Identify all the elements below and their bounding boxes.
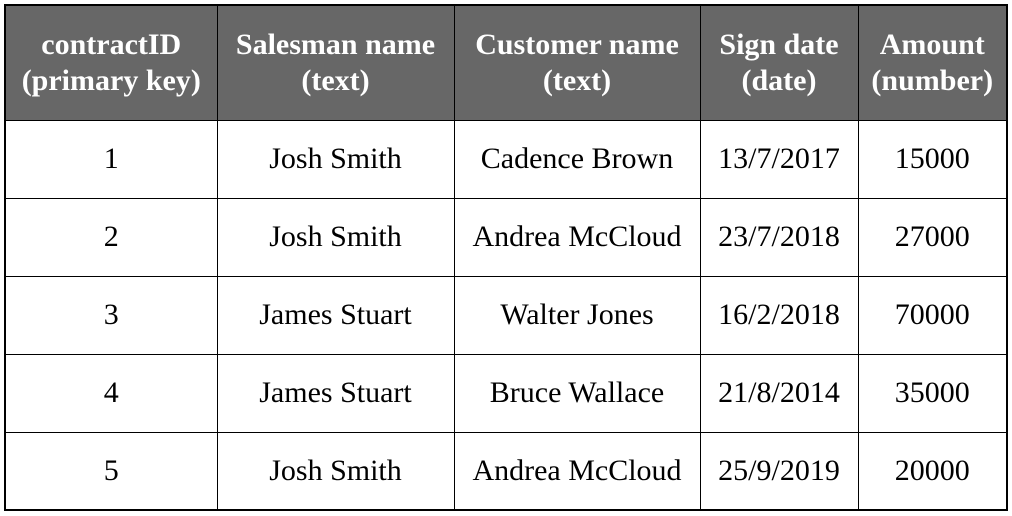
cell-salesman-name: Josh Smith bbox=[216, 197, 455, 277]
cell-customer-name: Andrea McCloud bbox=[453, 197, 701, 277]
table-row: 5 Josh Smith Andrea McCloud 25/9/2019 20… bbox=[4, 431, 1008, 511]
header-type: (primary key) bbox=[21, 63, 201, 97]
header-type: (text) bbox=[542, 63, 612, 97]
cell-sign-date: 25/9/2019 bbox=[699, 431, 859, 511]
header-label: Customer name bbox=[475, 27, 679, 61]
cell-amount: 15000 bbox=[857, 119, 1008, 199]
header-row: contractID (primary key) Salesman name (… bbox=[4, 4, 1008, 121]
contracts-table: contractID (primary key) Salesman name (… bbox=[4, 4, 1008, 511]
cell-sign-date: 23/7/2018 bbox=[699, 197, 859, 277]
header-label: Salesman name bbox=[235, 27, 436, 61]
table-header: contractID (primary key) Salesman name (… bbox=[4, 4, 1008, 121]
cell-salesman-name: Josh Smith bbox=[216, 119, 455, 199]
cell-contract-id: 1 bbox=[4, 119, 218, 199]
table-row: 4 James Stuart Bruce Wallace 21/8/2014 3… bbox=[4, 353, 1008, 433]
cell-customer-name: Cadence Brown bbox=[453, 119, 701, 199]
cell-contract-id: 2 bbox=[4, 197, 218, 277]
cell-amount: 27000 bbox=[857, 197, 1008, 277]
cell-contract-id: 3 bbox=[4, 275, 218, 355]
cell-sign-date: 13/7/2017 bbox=[699, 119, 859, 199]
cell-amount: 20000 bbox=[857, 431, 1008, 511]
table-row: 2 Josh Smith Andrea McCloud 23/7/2018 27… bbox=[4, 197, 1008, 277]
cell-amount: 35000 bbox=[857, 353, 1008, 433]
cell-sign-date: 16/2/2018 bbox=[699, 275, 859, 355]
header-sign-date: Sign date (date) bbox=[699, 4, 859, 121]
header-type: (number) bbox=[871, 63, 994, 97]
header-label: contractID bbox=[41, 27, 182, 61]
header-amount: Amount (number) bbox=[857, 4, 1008, 121]
table-body: 1 Josh Smith Cadence Brown 13/7/2017 150… bbox=[4, 119, 1008, 511]
table-row: 1 Josh Smith Cadence Brown 13/7/2017 150… bbox=[4, 119, 1008, 199]
cell-contract-id: 4 bbox=[4, 353, 218, 433]
cell-customer-name: Bruce Wallace bbox=[453, 353, 701, 433]
cell-salesman-name: James Stuart bbox=[216, 353, 455, 433]
header-label: Amount bbox=[879, 27, 985, 61]
cell-salesman-name: James Stuart bbox=[216, 275, 455, 355]
header-salesman-name: Salesman name (text) bbox=[216, 4, 455, 121]
cell-contract-id: 5 bbox=[4, 431, 218, 511]
table-row: 3 James Stuart Walter Jones 16/2/2018 70… bbox=[4, 275, 1008, 355]
cell-salesman-name: Josh Smith bbox=[216, 431, 455, 511]
header-customer-name: Customer name (text) bbox=[453, 4, 701, 121]
cell-sign-date: 21/8/2014 bbox=[699, 353, 859, 433]
cell-customer-name: Walter Jones bbox=[453, 275, 701, 355]
cell-customer-name: Andrea McCloud bbox=[453, 431, 701, 511]
cell-amount: 70000 bbox=[857, 275, 1008, 355]
header-label: Sign date bbox=[719, 27, 839, 61]
header-type: (text) bbox=[301, 63, 370, 97]
header-contract-id: contractID (primary key) bbox=[4, 4, 218, 121]
header-type: (date) bbox=[741, 63, 817, 97]
